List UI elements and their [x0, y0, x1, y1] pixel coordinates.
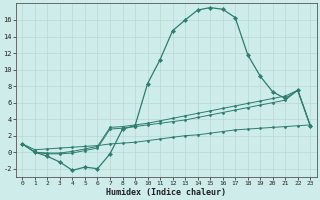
X-axis label: Humidex (Indice chaleur): Humidex (Indice chaleur): [106, 188, 226, 197]
